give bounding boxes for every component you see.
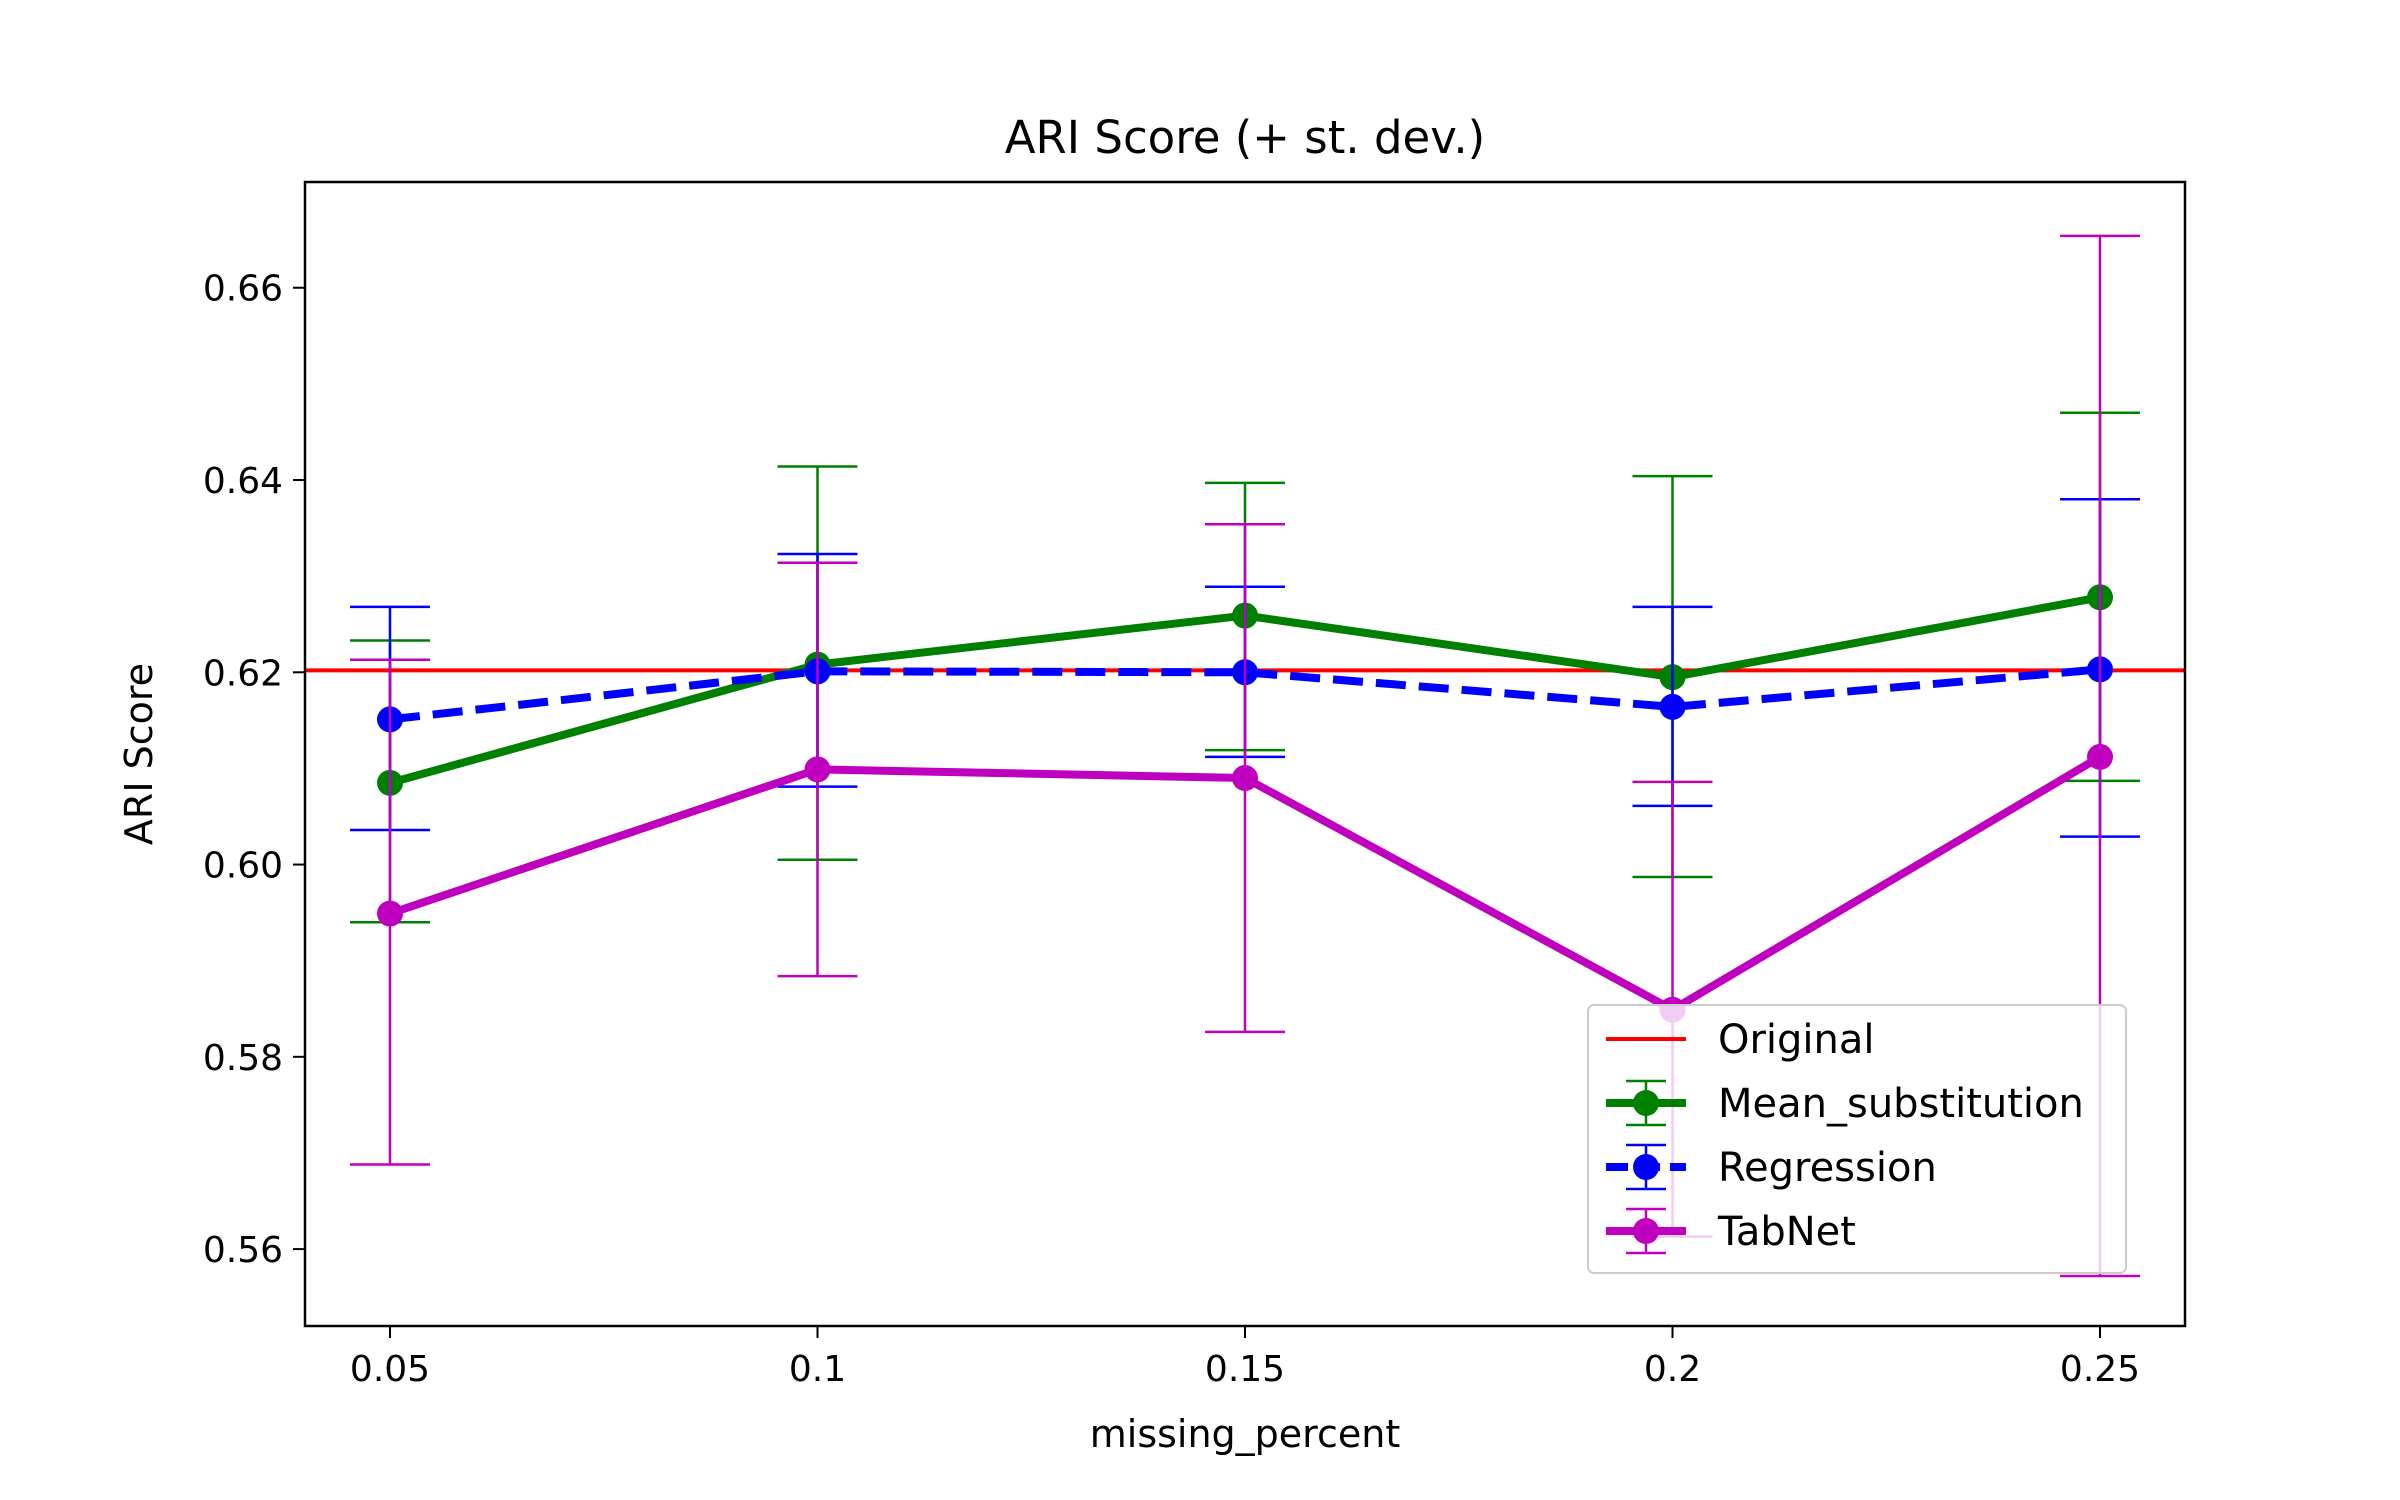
plot-area bbox=[305, 234, 2185, 1278]
x-axis: 0.05 0.1 0.15 0.2 0.25 bbox=[350, 1326, 2140, 1390]
legend-label-regression: Regression bbox=[1718, 1145, 1937, 1191]
series-tabnet bbox=[350, 234, 2140, 1278]
x-tick-label: 0.05 bbox=[350, 1349, 430, 1390]
legend-label-tabnet: TabNet bbox=[1717, 1209, 1856, 1255]
legend: Original Mean_substitution Regression TabNe… bbox=[1587, 1004, 2127, 1274]
x-tick-label: 0.15 bbox=[1205, 1349, 1285, 1390]
chart-title: ARI Score (+ st. dev.) bbox=[1005, 111, 1485, 164]
data-point bbox=[1232, 765, 1258, 792]
legend-label-original: Original bbox=[1718, 1017, 1875, 1063]
legend-handle-mean-substitution bbox=[1606, 1079, 1686, 1127]
legend-handle-tabnet bbox=[1606, 1207, 1686, 1255]
y-axis-title: ARI Score bbox=[117, 663, 161, 845]
y-tick-label: 0.64 bbox=[203, 461, 283, 502]
y-tick-label: 0.60 bbox=[203, 846, 283, 887]
data-point bbox=[2087, 743, 2113, 770]
y-tick-label: 0.66 bbox=[203, 269, 283, 310]
legend-handle-marker bbox=[1633, 1090, 1659, 1116]
y-axis: 0.56 0.58 0.60 0.62 0.64 0.66 bbox=[203, 269, 305, 1271]
x-tick-label: 0.2 bbox=[1644, 1349, 1701, 1390]
data-point bbox=[1659, 693, 1686, 720]
data-point bbox=[377, 900, 403, 927]
x-axis-title: missing_percent bbox=[1090, 1412, 1400, 1456]
legend-box bbox=[1587, 1004, 2127, 1274]
y-tick-label: 0.62 bbox=[203, 653, 283, 694]
legend-handle-marker bbox=[1633, 1154, 1659, 1180]
y-tick-label: 0.58 bbox=[203, 1038, 283, 1079]
legend-label-mean-substitution: Mean_substitution bbox=[1718, 1081, 2084, 1127]
y-tick-label: 0.56 bbox=[203, 1230, 283, 1271]
legend-handle-regression bbox=[1606, 1143, 1686, 1191]
series-line bbox=[389, 665, 2101, 724]
legend-handle-marker bbox=[1633, 1218, 1659, 1244]
x-tick-label: 0.1 bbox=[789, 1349, 846, 1390]
data-point bbox=[804, 756, 831, 783]
x-tick-label: 0.25 bbox=[2060, 1349, 2140, 1390]
